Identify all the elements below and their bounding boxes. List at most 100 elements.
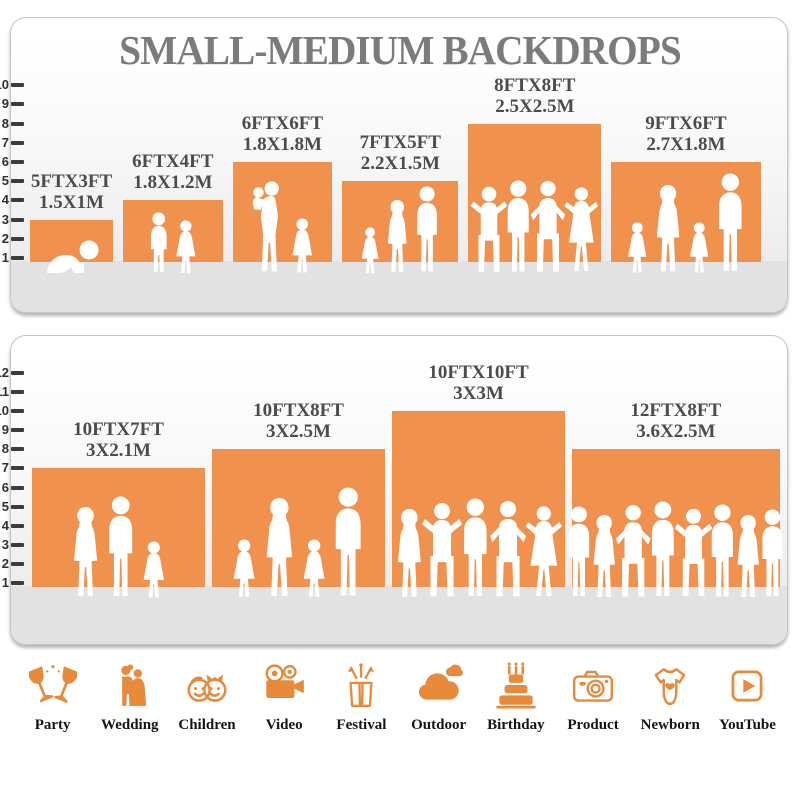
ruler-tick-number: 3 <box>1 211 9 227</box>
ruler-tick-number: 11 <box>0 384 9 399</box>
newborn-icon <box>646 662 694 710</box>
bar-size-label: 9FTX6FT 2.7X1.8M <box>645 113 727 155</box>
category-party: Party <box>14 662 91 734</box>
category-birthday: Birthday <box>477 662 554 734</box>
category-label: Children <box>178 717 236 733</box>
category-label: Birthday <box>487 717 545 733</box>
category-label: YouTube <box>718 717 776 733</box>
woman-silhouette-icon <box>68 507 103 600</box>
ruler-tick-number: 7 <box>1 460 9 476</box>
man-silhouette-icon <box>757 509 788 600</box>
backdrop-bar <box>123 200 223 262</box>
man-silhouette-icon <box>329 487 367 600</box>
ruler-tick-number: 10 <box>0 403 9 419</box>
ruler-tick-number: 3 <box>1 536 9 552</box>
girl-silhouette-icon <box>358 227 382 275</box>
ruler-tick-number: 8 <box>1 441 9 457</box>
ruler-tick-number: 12 <box>0 364 9 380</box>
outdoor-icon <box>415 662 463 710</box>
bar-size-label: 7FTX5FT 2.2X1.5M <box>359 132 441 175</box>
man-silhouette-icon <box>103 496 138 600</box>
ruler-tick-mark <box>11 121 24 126</box>
birthday-icon <box>492 662 540 710</box>
category-children: Children <box>168 662 245 734</box>
ruler-tick-mark <box>11 542 24 547</box>
panel-floor <box>11 261 787 312</box>
girl-silhouette-icon <box>624 222 651 275</box>
ruler-tick-number: 6 <box>1 154 9 169</box>
girl-silhouette-icon <box>139 541 169 600</box>
ruler-tick-number: 5 <box>1 498 9 514</box>
bar-size-label: 10FTX8FT 3X2.5M <box>253 400 344 443</box>
womandress-silhouette-icon <box>522 505 566 600</box>
ruler-tick-number: 7 <box>1 134 9 150</box>
man-silhouette-icon <box>713 173 748 275</box>
backdrop-bar <box>30 219 113 262</box>
ruler-tick-mark <box>11 561 24 566</box>
ruler-tick-mark <box>11 428 24 433</box>
page-title: SMALL-MEDIUM BACKDROPS <box>119 27 682 73</box>
ruler-tick-number: 1 <box>1 575 9 590</box>
category-outdoor: Outdoor <box>400 662 477 734</box>
wedding-icon <box>106 662 154 710</box>
video-icon <box>260 662 308 710</box>
ruler-tick-number: 5 <box>1 173 9 189</box>
category-festival: Festival <box>323 662 400 734</box>
woman-silhouette-icon <box>383 200 412 275</box>
category-label: Video <box>265 717 303 733</box>
category-label: Newborn <box>640 717 700 733</box>
category-newborn: Newborn <box>632 662 709 734</box>
womanbaby-silhouette-icon <box>248 180 288 275</box>
baby-silhouette-icon <box>42 239 100 275</box>
ruler-tick-number: 1 <box>1 250 9 265</box>
bar-size-label: 10FTX7FT 3X2.1M <box>73 419 164 462</box>
children-icon <box>183 662 231 710</box>
ruler-tick-mark <box>11 160 24 164</box>
category-label: Party <box>34 717 71 733</box>
youtube-icon <box>723 662 771 710</box>
ruler-tick-number: 10 <box>0 77 9 93</box>
bar-size-label: 12FTX8FT 3.6X2.5M <box>630 400 722 443</box>
boy-silhouette-icon <box>146 212 172 275</box>
ruler-tick-mark <box>11 523 24 528</box>
ruler-tick-number: 4 <box>1 517 9 533</box>
ruler-tick-number: 4 <box>1 192 9 208</box>
category-label: Wedding <box>101 717 159 733</box>
girl-silhouette-icon <box>686 222 713 275</box>
bar-size-label: 6FTX6FT 1.8X1.8M <box>241 113 324 155</box>
category-row: Party Wedding Children Video Festival Outdoor… <box>14 662 786 734</box>
ruler-tick-mark <box>11 447 24 452</box>
ruler-tick-mark <box>11 504 24 509</box>
ruler-tick-number: 9 <box>1 422 9 438</box>
girl-silhouette-icon <box>229 539 259 600</box>
category-video: Video <box>246 662 323 734</box>
category-wedding: Wedding <box>91 662 168 734</box>
ruler-tick-number: 2 <box>1 555 9 571</box>
festival-icon <box>337 662 385 710</box>
ruler-tick-mark <box>11 390 24 394</box>
ruler-tick-number: 8 <box>1 115 9 131</box>
girl-silhouette-icon <box>299 539 329 600</box>
bar-size-label: 8FTX8FT 2.5X2.5M <box>494 74 576 117</box>
ruler-tick-mark <box>11 217 24 222</box>
ruler-tick-mark <box>11 179 24 184</box>
ruler-tick-mark <box>11 198 24 203</box>
man-silhouette-icon <box>412 186 442 275</box>
ruler-tick-mark <box>11 236 24 241</box>
ruler-tick-mark <box>11 370 24 375</box>
girl-silhouette-icon <box>288 218 317 275</box>
woman-silhouette-icon <box>651 185 685 275</box>
ruler-tick-mark <box>11 466 24 471</box>
backdrop-bar <box>232 162 333 262</box>
ruler-tick-mark <box>11 485 24 490</box>
ruler-tick-mark <box>11 83 24 88</box>
bar-size-label: 6FTX4FT 1.8X1.2M <box>132 151 214 194</box>
bar-size-label: 10FTX10FT 3X3M <box>428 362 529 405</box>
ruler-tick-mark <box>11 409 24 414</box>
ruler-tick-number: 2 <box>1 230 9 246</box>
ruler-tick-number: 6 <box>1 479 9 495</box>
womandress-silhouette-icon <box>561 186 602 275</box>
category-label: Outdoor <box>411 717 467 733</box>
bar-size-label: 5FTX3FT 1.5X1M <box>30 170 113 213</box>
